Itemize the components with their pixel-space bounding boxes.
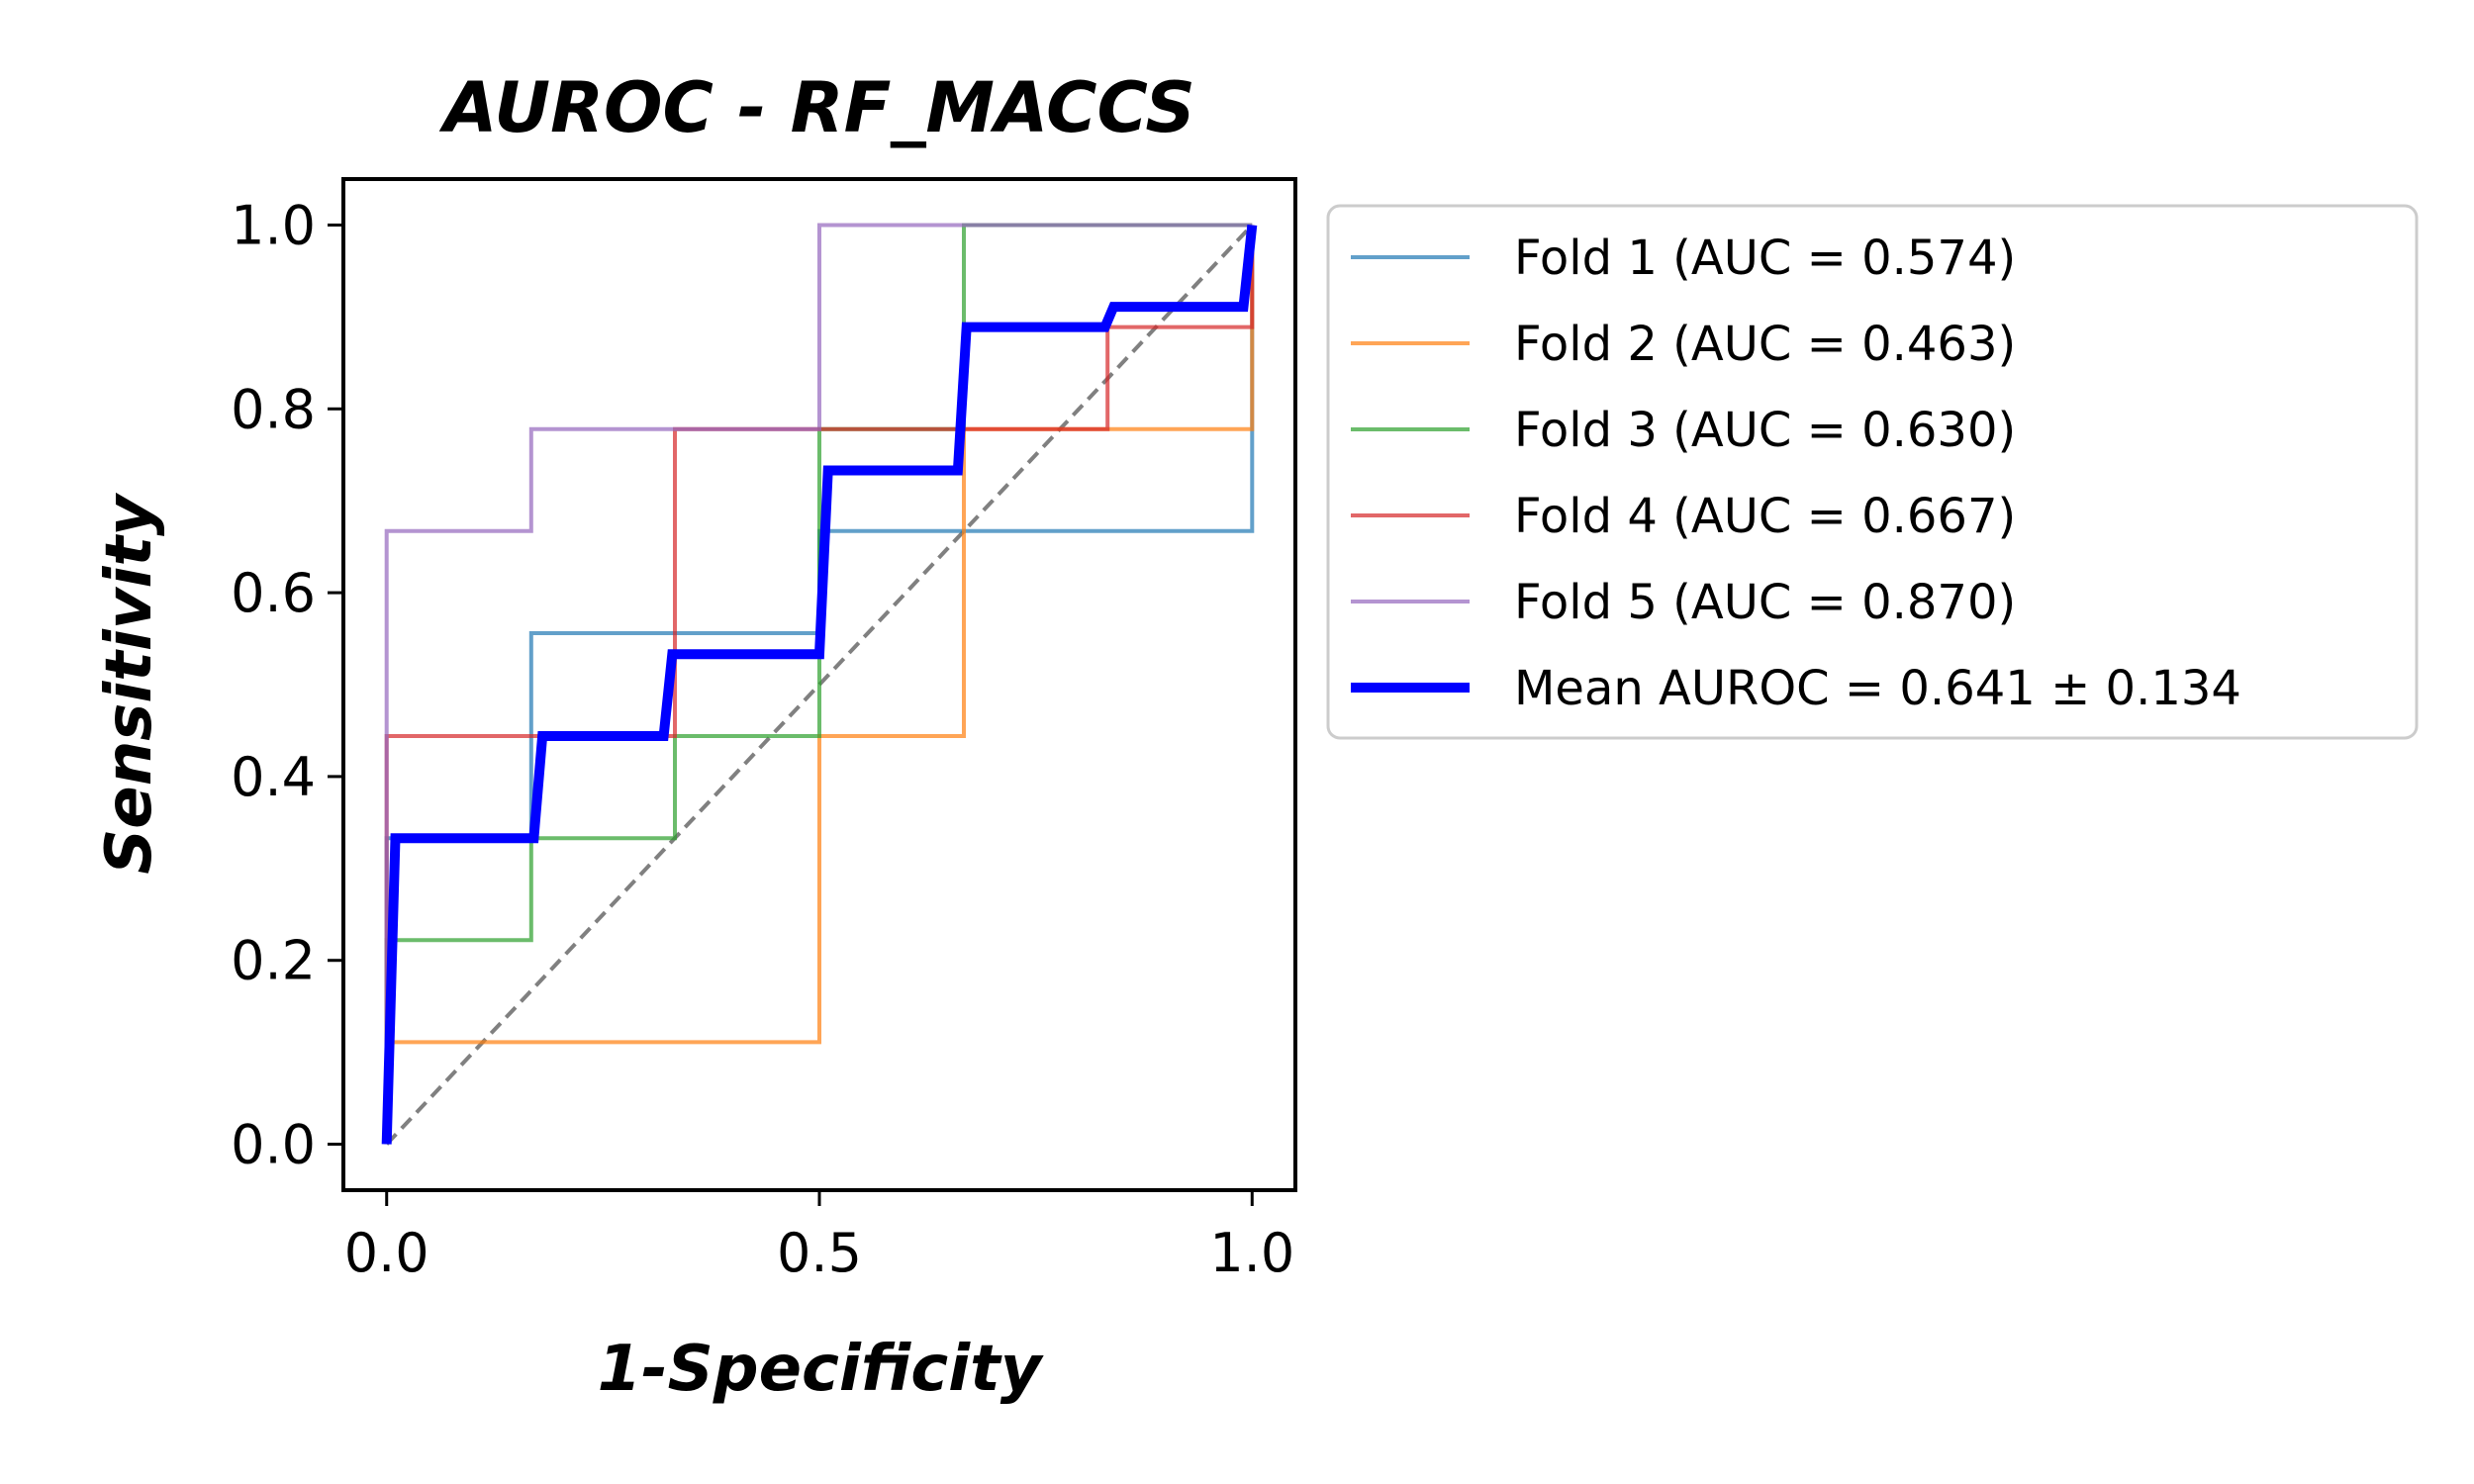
x-tick-label: 0.0 xyxy=(344,1222,429,1284)
legend-box xyxy=(1326,204,2419,740)
legend-label: Fold 4 (AUC = 0.667) xyxy=(1514,489,2016,544)
roc-curves xyxy=(381,223,1258,1146)
plot-area xyxy=(341,177,1297,1192)
y-tick-label: 0.2 xyxy=(231,930,316,992)
legend-label: Fold 5 (AUC = 0.870) xyxy=(1514,575,2016,630)
x-axis-ticks: 0.0 0.5 1.0 xyxy=(344,1190,1294,1284)
y-axis-label: Sensitivity xyxy=(93,493,166,875)
y-tick-label: 0.8 xyxy=(231,378,316,440)
legend-label: Fold 3 (AUC = 0.630) xyxy=(1514,403,2016,458)
y-tick-label: 0.0 xyxy=(231,1114,316,1176)
y-axis-ticks: 0.0 0.2 0.4 0.6 0.8 1.0 xyxy=(231,194,343,1176)
legend-label: Fold 2 (AUC = 0.463) xyxy=(1514,317,2016,372)
y-tick-label: 0.4 xyxy=(231,746,316,808)
legend-items: Fold 1 (AUC = 0.574) Fold 2 (AUC = 0.463)… xyxy=(1351,231,2241,716)
y-tick-label: 1.0 xyxy=(231,194,316,256)
x-tick-label: 1.0 xyxy=(1209,1222,1294,1284)
y-tick-label: 0.6 xyxy=(231,562,316,624)
fold-2-roc-line xyxy=(384,225,1255,1145)
x-axis-label: 1-Specificity xyxy=(598,1333,1044,1406)
mean-roc-line xyxy=(381,224,1258,1145)
chart-title: AUROC - RF_MACCS xyxy=(438,67,1195,148)
x-tick-label: 0.5 xyxy=(777,1222,862,1284)
fold-4-roc-line xyxy=(384,225,1255,1145)
legend: Fold 1 (AUC = 0.574) Fold 2 (AUC = 0.463)… xyxy=(1326,204,2419,740)
fold-5-roc-line xyxy=(384,223,1253,1145)
legend-label: Fold 1 (AUC = 0.574) xyxy=(1514,231,2016,286)
legend-label: Mean AUROC = 0.641 ± 0.134 xyxy=(1514,661,2241,716)
